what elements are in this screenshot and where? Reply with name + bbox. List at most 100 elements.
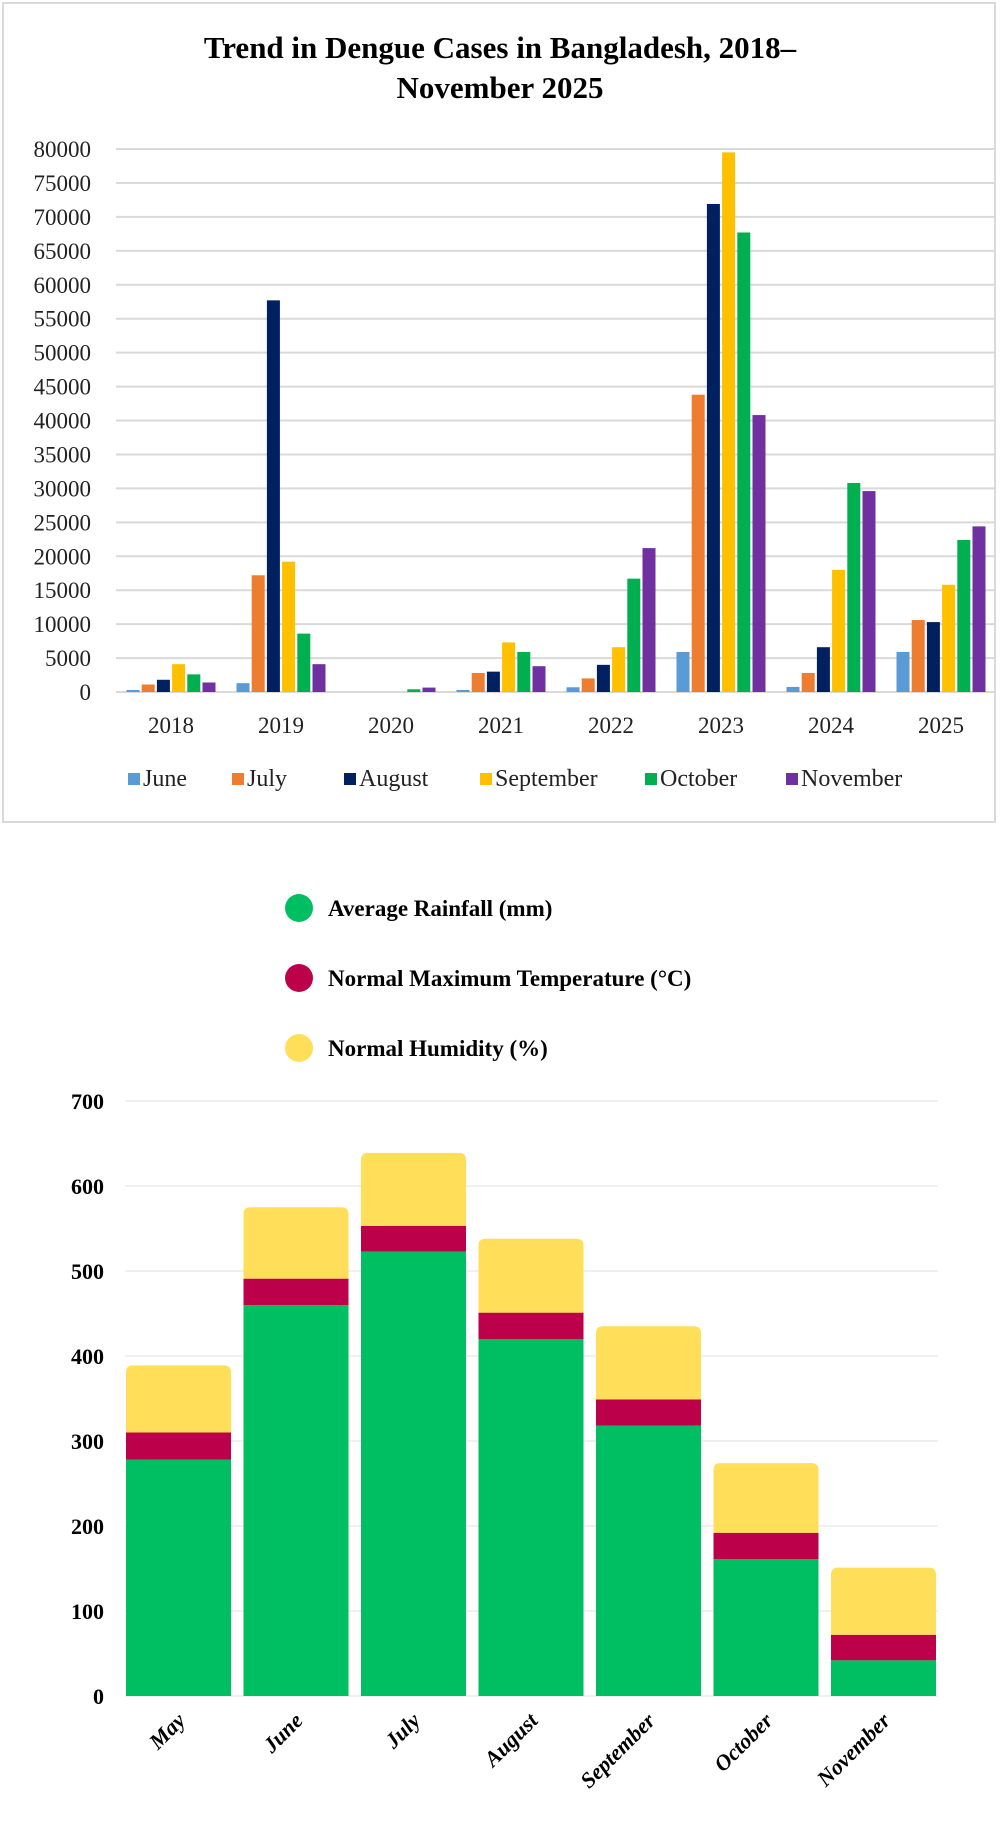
y-tick-label: 20000	[34, 544, 92, 569]
x-tick-label-2024: 2024	[808, 713, 855, 738]
legend-label-august: August	[359, 766, 429, 792]
bar-segment-may-average-rainfall-mm	[126, 1459, 231, 1696]
bar-2023-august	[706, 203, 720, 692]
y-tick-label: 200	[71, 1514, 104, 1539]
y-tick-label: 0	[80, 680, 92, 705]
bar-2020-november	[422, 687, 436, 692]
y-tick-label: 0	[93, 1684, 104, 1709]
legend-label-july: July	[247, 766, 287, 792]
bar-2025-september	[942, 584, 956, 692]
bar-2018-september	[172, 664, 186, 692]
bar-segment-september-normal-maximum-temperature-c	[596, 1399, 701, 1426]
bar-2019-october	[297, 633, 311, 692]
bar-2018-june	[126, 689, 140, 692]
bar-2021-july	[471, 672, 485, 692]
y-tick-label: 75000	[34, 171, 92, 196]
x-tick-label-2020: 2020	[368, 713, 414, 738]
legend-label-october: October	[660, 766, 737, 792]
bar-segment-september-normal-humidity	[596, 1326, 701, 1400]
x-tick-label-2018: 2018	[148, 713, 194, 738]
bar-2021-august	[486, 671, 500, 692]
bar-2021-october	[517, 651, 531, 692]
bar-2024-june	[786, 686, 800, 692]
y-tick-label: 80000	[34, 137, 92, 162]
x-tick-label-2025: 2025	[918, 713, 964, 738]
bar-segment-july-average-rainfall-mm	[361, 1251, 466, 1696]
bar-2023-november	[752, 415, 766, 692]
y-tick-label: 5000	[45, 646, 91, 671]
bar-2025-august	[926, 622, 940, 692]
x-tick-label-2019: 2019	[258, 713, 304, 738]
bar-2018-august	[156, 679, 170, 692]
bar-2025-june	[896, 651, 910, 692]
legend-swatch-july	[232, 773, 244, 785]
legend-label-normal-maximum-temperature-c: Normal Maximum Temperature (°C)	[328, 966, 691, 991]
dengue-chart-title: Trend in Dengue Cases in Bangladesh, 201…	[0, 28, 1000, 108]
y-tick-label: 65000	[34, 239, 92, 264]
bar-2023-october	[737, 232, 751, 692]
bar-2025-july	[911, 620, 925, 692]
bar-2019-november	[312, 664, 326, 692]
x-tick-label-july: July	[379, 1708, 425, 1754]
legend-dot-average-rainfall-mm	[285, 894, 313, 922]
legend-swatch-june	[128, 773, 140, 785]
bar-2022-august	[596, 664, 610, 692]
bar-2024-july	[801, 672, 815, 692]
y-tick-label: 300	[71, 1429, 104, 1454]
legend-dot-normal-maximum-temperature-c	[285, 964, 313, 992]
bar-2019-june	[236, 683, 250, 692]
bar-segment-november-normal-humidity	[831, 1567, 936, 1635]
bar-segment-november-normal-maximum-temperature-c	[831, 1634, 936, 1661]
x-tick-label-november: November	[811, 1708, 895, 1792]
x-tick-label-2021: 2021	[478, 713, 524, 738]
y-tick-label: 30000	[34, 476, 92, 501]
bar-2022-september	[612, 647, 626, 692]
legend-swatch-september	[480, 773, 492, 785]
bar-segment-may-normal-maximum-temperature-c	[126, 1432, 231, 1460]
y-tick-label: 40000	[34, 409, 92, 434]
bar-2025-november	[972, 526, 986, 692]
legend-swatch-october	[645, 773, 657, 785]
bar-segment-october-normal-maximum-temperature-c	[713, 1532, 819, 1560]
x-tick-label-may: May	[143, 1708, 190, 1755]
legend-label-september: September	[495, 766, 598, 792]
y-tick-label: 70000	[34, 205, 92, 230]
y-tick-label: 500	[71, 1259, 104, 1284]
legend-label-june: June	[143, 766, 187, 792]
bar-2024-november	[862, 491, 876, 692]
legend-dot-normal-humidity	[285, 1034, 313, 1062]
legend-swatch-november	[786, 773, 798, 785]
bar-segment-june-average-rainfall-mm	[243, 1305, 349, 1696]
bar-segment-july-normal-maximum-temperature-c	[361, 1225, 466, 1252]
y-tick-label: 400	[71, 1344, 104, 1369]
legend-label-average-rainfall-mm: Average Rainfall (mm)	[328, 896, 552, 921]
bar-segment-june-normal-humidity	[243, 1207, 349, 1279]
x-tick-label-august: August	[478, 1707, 544, 1773]
bar-2025-october	[957, 539, 971, 692]
bar-2018-july	[141, 684, 155, 692]
bar-segment-august-normal-humidity	[478, 1238, 584, 1313]
bar-segment-august-normal-maximum-temperature-c	[478, 1312, 584, 1339]
bar-segment-october-average-rainfall-mm	[713, 1559, 819, 1696]
bar-2020-october	[407, 689, 421, 692]
bar-2024-september	[832, 569, 846, 692]
dengue-cases-chart: 0 5000 10000 15000 20000 25000 30000 35000 40000…	[34, 137, 996, 792]
bar-2018-october	[187, 674, 201, 692]
y-tick-label: 60000	[34, 273, 92, 298]
dengue-chart-title-line-1: Trend in Dengue Cases in Bangladesh, 201…	[203, 30, 797, 65]
y-tick-label: 50000	[34, 341, 92, 366]
y-tick-label: 35000	[34, 442, 92, 467]
bar-2023-july	[691, 394, 705, 692]
legend-swatch-august	[344, 773, 356, 785]
x-tick-label-2023: 2023	[698, 713, 744, 738]
bar-2022-july	[581, 678, 595, 692]
bar-2021-june	[456, 689, 470, 692]
y-tick-label: 10000	[34, 612, 92, 637]
bar-2019-july	[251, 575, 265, 692]
bar-segment-july-normal-humidity	[361, 1152, 466, 1226]
legend-label-november: November	[801, 766, 902, 792]
y-tick-label: 15000	[34, 578, 92, 603]
bar-2021-september	[502, 642, 516, 692]
bar-segment-november-average-rainfall-mm	[831, 1660, 936, 1696]
legend-label-normal-humidity: Normal Humidity (%)	[328, 1036, 548, 1061]
